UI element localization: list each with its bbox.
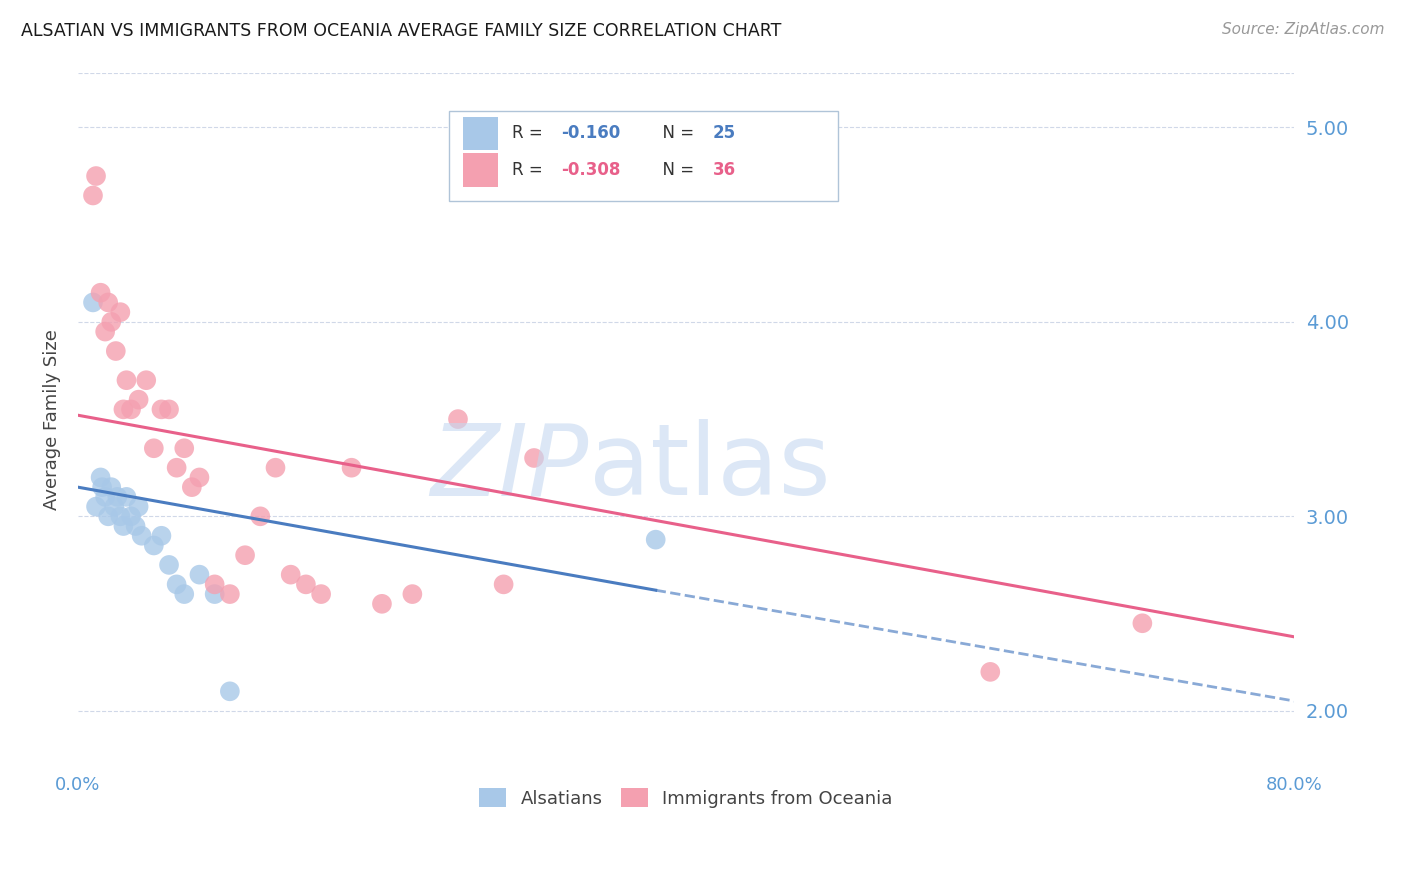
- Point: [204, 577, 226, 591]
- Point: [523, 450, 546, 465]
- Point: [447, 412, 470, 426]
- Text: -0.308: -0.308: [561, 161, 620, 179]
- Y-axis label: Average Family Size: Average Family Size: [44, 328, 60, 509]
- Point: [280, 567, 302, 582]
- Point: [979, 665, 1001, 679]
- Point: [157, 558, 180, 572]
- Point: [90, 470, 112, 484]
- Point: [105, 490, 128, 504]
- Point: [103, 500, 125, 514]
- Point: [204, 587, 226, 601]
- Point: [173, 442, 195, 456]
- Point: [188, 470, 211, 484]
- Point: [82, 188, 104, 202]
- Text: R =: R =: [512, 161, 548, 179]
- Point: [91, 480, 114, 494]
- Text: N =: N =: [652, 124, 699, 142]
- Point: [104, 344, 127, 359]
- Point: [90, 285, 112, 300]
- Point: [166, 577, 188, 591]
- Point: [401, 587, 423, 601]
- FancyBboxPatch shape: [449, 111, 838, 201]
- Point: [150, 402, 173, 417]
- Point: [309, 587, 332, 601]
- Point: [115, 490, 138, 504]
- Point: [97, 295, 120, 310]
- Point: [492, 577, 515, 591]
- Point: [1130, 616, 1153, 631]
- Point: [264, 460, 287, 475]
- Point: [135, 373, 157, 387]
- Point: [120, 509, 142, 524]
- Bar: [464, 153, 498, 186]
- Point: [166, 460, 188, 475]
- Point: [120, 402, 142, 417]
- Point: [295, 577, 318, 591]
- Point: [644, 533, 666, 547]
- Point: [115, 373, 138, 387]
- Point: [150, 529, 173, 543]
- Text: 36: 36: [713, 161, 735, 179]
- Text: N =: N =: [652, 161, 699, 179]
- Point: [112, 402, 135, 417]
- Point: [218, 684, 240, 698]
- Text: ALSATIAN VS IMMIGRANTS FROM OCEANIA AVERAGE FAMILY SIZE CORRELATION CHART: ALSATIAN VS IMMIGRANTS FROM OCEANIA AVER…: [21, 22, 782, 40]
- Point: [180, 480, 202, 494]
- Text: R =: R =: [512, 124, 548, 142]
- Legend: Alsatians, Immigrants from Oceania: Alsatians, Immigrants from Oceania: [472, 781, 900, 815]
- Text: ZIP: ZIP: [430, 419, 589, 516]
- Point: [340, 460, 363, 475]
- Bar: [464, 117, 498, 150]
- Point: [97, 509, 120, 524]
- Point: [110, 305, 132, 319]
- Point: [110, 509, 132, 524]
- Point: [249, 509, 271, 524]
- Point: [188, 567, 211, 582]
- Point: [157, 402, 180, 417]
- Text: atlas: atlas: [589, 419, 831, 516]
- Point: [233, 548, 256, 562]
- Text: Source: ZipAtlas.com: Source: ZipAtlas.com: [1222, 22, 1385, 37]
- Point: [94, 490, 117, 504]
- Point: [142, 442, 165, 456]
- Point: [218, 587, 240, 601]
- Point: [84, 169, 107, 183]
- Point: [128, 500, 150, 514]
- Point: [84, 500, 107, 514]
- Point: [173, 587, 195, 601]
- Point: [94, 325, 117, 339]
- Point: [124, 519, 146, 533]
- Point: [82, 295, 104, 310]
- Point: [100, 480, 122, 494]
- Text: -0.160: -0.160: [561, 124, 620, 142]
- Point: [128, 392, 150, 407]
- Point: [131, 529, 153, 543]
- Point: [100, 315, 122, 329]
- Text: 25: 25: [713, 124, 735, 142]
- Point: [371, 597, 394, 611]
- Point: [112, 519, 135, 533]
- Point: [142, 539, 165, 553]
